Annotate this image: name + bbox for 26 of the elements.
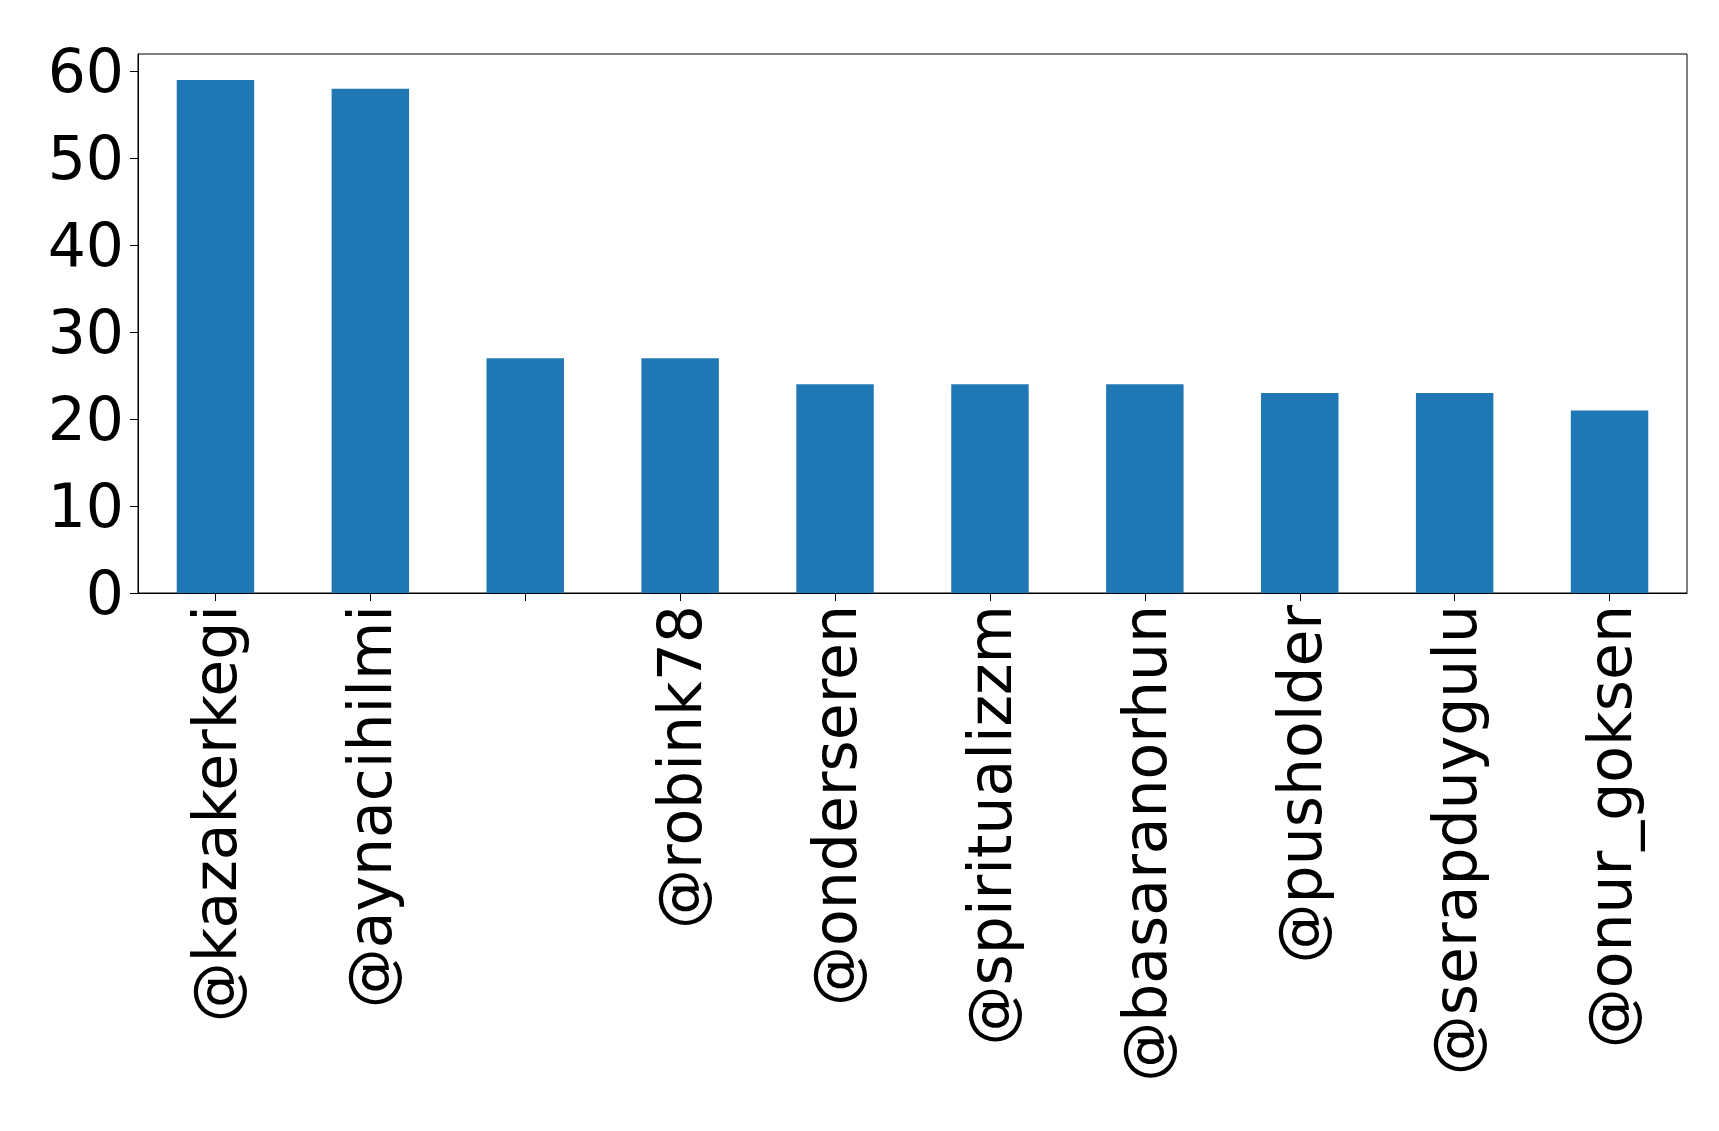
bar (176, 80, 255, 593)
y-tick-label: 60 (47, 36, 124, 107)
x-tick-label: @serapduygulu (1419, 605, 1490, 1076)
x-tick-label: @onderseren (800, 605, 871, 1006)
x-tick-label: @basaranorhun (1109, 605, 1180, 1082)
y-tick-label: 30 (47, 297, 124, 368)
y-tick-label: 0 (85, 558, 124, 628)
x-tick-label: @robink78 (645, 605, 716, 929)
y-tick-label: 20 (47, 384, 124, 455)
y-tick-label: 50 (47, 123, 124, 194)
y-tick-label: 10 (47, 471, 124, 542)
bar (1570, 410, 1649, 593)
bar (796, 384, 874, 593)
bar (951, 384, 1029, 593)
bar (1106, 384, 1184, 593)
bar (331, 88, 410, 593)
x-tick-label: @aynacihilmi (335, 605, 406, 1009)
x-tick-label: @kazakerkegi (180, 605, 251, 1023)
x-tick-label: @spiritualizzm (954, 605, 1025, 1046)
bar (1261, 393, 1339, 593)
y-tick-label: 40 (47, 210, 124, 281)
bar (486, 358, 564, 593)
x-tick-label: @onur_goksen (1574, 605, 1645, 1049)
bar (641, 358, 719, 593)
x-tick-label: @pusholder (1264, 604, 1335, 964)
bar (1415, 393, 1494, 593)
